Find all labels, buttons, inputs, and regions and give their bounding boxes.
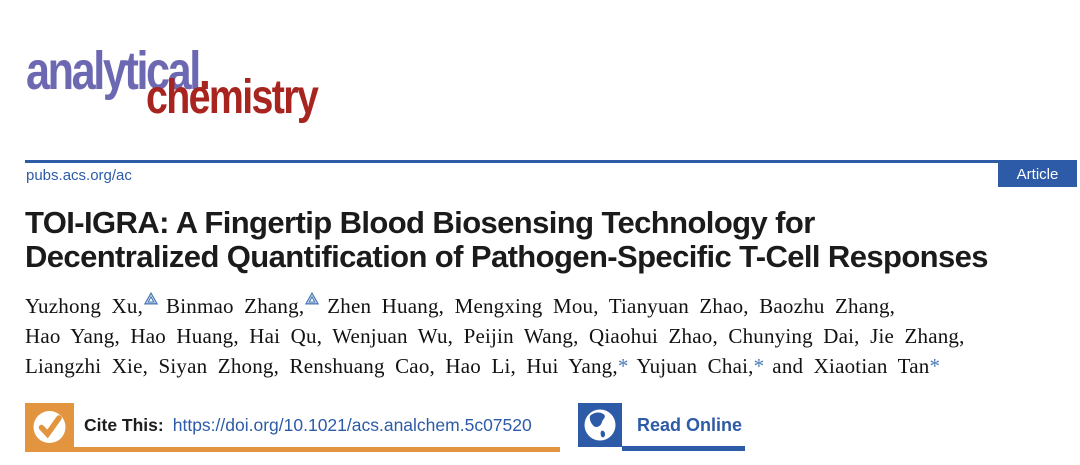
doi-link[interactable]: https://doi.org/10.1021/acs.analchem.5c0… [172, 415, 532, 435]
logo-word-chemistry: chemistry [146, 71, 319, 124]
equal-contribution-triangle-icon [305, 291, 320, 305]
author-line-1: Yuzhong Xu, Binmao Zhang, Zhen Huang, Meng… [25, 291, 965, 321]
cite-this-underline [74, 447, 560, 452]
read-online-link[interactable]: Read Online [637, 414, 743, 435]
author-line-2: Hao Yang, Hao Huang, Hai Qu, Wenjuan Wu,… [25, 324, 965, 348]
paper-title-line2: Decentralized Quantification of Pathogen… [25, 239, 989, 274]
paper-title-line1: TOI-IGRA: A Fingertip Blood Biosensing T… [25, 205, 815, 240]
author-names: Yujuan Chai, [636, 354, 754, 378]
cite-this-icon-box [25, 403, 74, 452]
pubs-url-link[interactable]: pubs.acs.org/ac [26, 167, 132, 184]
article-type-badge: Article [998, 162, 1077, 187]
equal-contribution-triangle-icon [143, 291, 159, 305]
cite-this-row: Cite This: https://doi.org/10.1021/acs.a… [84, 403, 532, 448]
logo-word-analytical: analytical. [26, 41, 211, 101]
author-names: Zhen Huang, Mengxing Mou, Tianyuan Zhao,… [327, 294, 896, 318]
check-icon [33, 411, 66, 443]
masthead-rule [25, 160, 1077, 163]
globe-icon [584, 409, 616, 441]
author-names: Binmao Zhang, [166, 294, 305, 318]
logo-period: . [198, 41, 211, 101]
corresponding-author-asterisk: * [753, 354, 765, 378]
paper-title: TOI-IGRA: A Fingertip Blood Biosensing T… [25, 205, 989, 274]
corresponding-author-asterisk: * [617, 354, 629, 378]
cite-this-label: Cite This: [84, 415, 164, 435]
author-line-3: Liangzhi Xie, Siyan Zhong, Renshuang Cao… [25, 351, 965, 381]
read-online-icon-box[interactable] [578, 403, 622, 447]
read-online-underline [622, 446, 745, 451]
logo-word1-text: analytical [26, 41, 201, 101]
author-list: Yuzhong Xu, Binmao Zhang, Zhen Huang, Meng… [25, 291, 965, 381]
corresponding-author-asterisk: * [929, 354, 941, 378]
author-names: Liangzhi Xie, Siyan Zhong, Renshuang Cao… [25, 354, 618, 378]
author-names: and Xiaotian Tan [772, 354, 930, 378]
author-names: Yuzhong Xu, [25, 294, 144, 318]
